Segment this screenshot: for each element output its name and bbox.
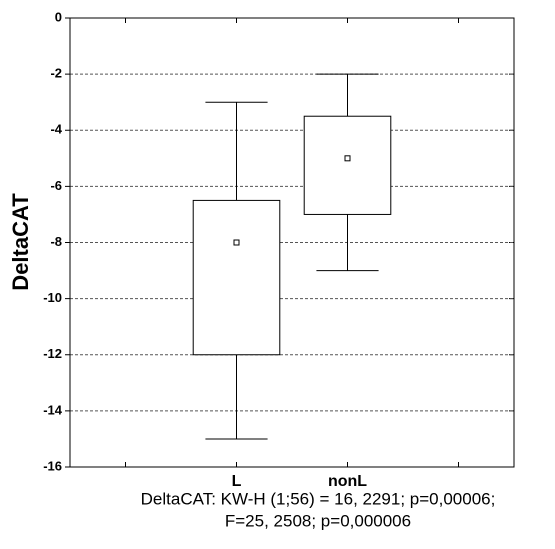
plot-frame: [69, 17, 515, 468]
median-marker: [233, 239, 240, 246]
y-tick-label: 0: [55, 9, 62, 24]
median-marker: [344, 155, 351, 162]
y-tick-label: -4: [50, 122, 62, 137]
y-tick-label: -8: [50, 234, 62, 249]
y-tick-label: -6: [50, 178, 62, 193]
y-axis-label: DeltaCAT: [8, 193, 33, 291]
y-tick-label: -12: [43, 346, 62, 361]
y-tick-label: -16: [43, 458, 62, 473]
y-tick-label: -10: [43, 290, 62, 305]
x-tick-label: L: [232, 473, 242, 490]
box: [192, 199, 281, 356]
y-tick-label: -14: [43, 402, 63, 417]
box: [303, 115, 392, 215]
x-tick-label: nonL: [328, 473, 367, 490]
y-tick-label: -2: [50, 66, 62, 81]
caption: DeltaCAT: KW-H (1;56) = 16, 2291; p=0,00…: [141, 489, 496, 508]
caption: F=25, 2508; p=0,000006: [225, 511, 411, 530]
